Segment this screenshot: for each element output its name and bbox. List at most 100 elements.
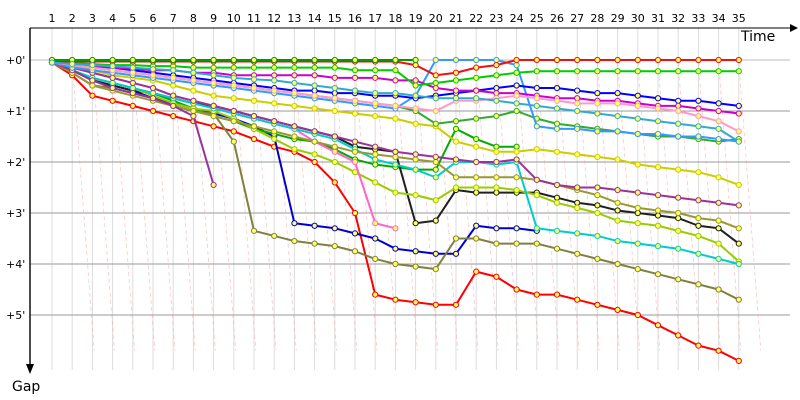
data-point xyxy=(553,245,561,252)
data-point xyxy=(129,84,136,92)
lap-label: 29 xyxy=(611,12,625,25)
data-point xyxy=(311,151,318,158)
pit-stop-line xyxy=(516,62,539,351)
data-point xyxy=(715,199,722,206)
data-point xyxy=(533,192,540,199)
data-point xyxy=(170,56,177,64)
data-point xyxy=(634,204,641,211)
lap-label: 18 xyxy=(388,12,402,25)
data-point xyxy=(311,87,318,94)
lap-label: 4 xyxy=(109,12,116,25)
data-point xyxy=(594,100,601,107)
data-point xyxy=(574,230,581,237)
data-point xyxy=(654,118,662,125)
y-axis-arrow xyxy=(26,364,34,374)
data-point xyxy=(473,184,480,191)
data-point xyxy=(513,100,520,107)
data-point xyxy=(250,123,258,130)
data-point xyxy=(129,64,136,71)
data-point xyxy=(533,56,540,64)
lap-label: 30 xyxy=(631,12,645,25)
data-point xyxy=(271,118,278,125)
lap-label: 15 xyxy=(328,12,342,25)
data-point xyxy=(675,120,682,127)
data-point xyxy=(331,84,338,92)
series xyxy=(48,59,217,189)
gap-tick-label: +2' xyxy=(6,156,25,169)
data-point xyxy=(654,243,662,250)
pit-stop-line xyxy=(152,62,176,351)
data-point xyxy=(675,56,682,64)
data-point xyxy=(634,56,641,64)
x-axis-arrow xyxy=(790,24,798,32)
lap-label: 21 xyxy=(449,12,463,25)
pit-stop-line xyxy=(455,62,479,351)
data-point xyxy=(109,79,116,87)
data-point xyxy=(351,74,359,81)
data-point xyxy=(250,56,258,64)
pit-stop-line xyxy=(172,62,196,351)
data-point xyxy=(452,69,460,76)
data-point xyxy=(513,82,520,89)
data-point xyxy=(250,64,258,71)
data-point xyxy=(634,311,641,319)
data-point xyxy=(392,90,399,97)
lap-label: 32 xyxy=(671,12,685,25)
pit-stop-line xyxy=(354,62,378,351)
data-point xyxy=(493,174,500,181)
pit-stop-line xyxy=(718,62,741,351)
data-point xyxy=(634,102,641,110)
data-point xyxy=(210,79,217,87)
data-point xyxy=(493,72,500,79)
gap-tick-label: +4' xyxy=(6,258,25,271)
data-point xyxy=(675,209,682,217)
data-point xyxy=(250,135,258,143)
data-point xyxy=(452,125,460,132)
data-point xyxy=(412,156,419,163)
data-point xyxy=(452,56,460,64)
data-point xyxy=(311,64,318,71)
data-point xyxy=(250,84,258,92)
data-point xyxy=(553,199,561,206)
pit-stop-line xyxy=(233,62,257,351)
data-point xyxy=(493,143,500,150)
lap-label: 25 xyxy=(530,12,544,25)
data-point xyxy=(432,250,439,257)
data-point xyxy=(412,248,419,255)
lap-label: 20 xyxy=(429,12,443,25)
data-point xyxy=(271,128,278,135)
data-point xyxy=(634,115,641,122)
data-point xyxy=(170,74,177,81)
data-point xyxy=(89,77,96,84)
data-point xyxy=(149,72,157,79)
data-point xyxy=(331,107,338,115)
lap-label: 3 xyxy=(89,12,96,25)
data-point xyxy=(392,245,399,252)
data-point xyxy=(493,113,500,120)
data-point xyxy=(372,220,379,227)
data-point xyxy=(553,105,561,112)
data-point xyxy=(715,125,722,132)
data-point xyxy=(675,276,682,283)
data-point xyxy=(109,56,116,64)
data-point xyxy=(351,138,359,145)
data-point xyxy=(331,74,338,81)
data-point xyxy=(553,227,561,234)
data-point xyxy=(735,138,742,145)
data-point xyxy=(614,207,621,214)
data-point xyxy=(331,90,338,97)
data-point xyxy=(533,291,540,298)
data-point xyxy=(493,225,500,232)
data-point xyxy=(372,161,379,168)
data-point xyxy=(271,87,278,94)
data-point xyxy=(372,90,379,97)
data-point xyxy=(331,148,338,155)
data-point xyxy=(553,68,561,75)
data-point xyxy=(735,181,742,189)
data-point xyxy=(271,77,278,84)
data-point xyxy=(715,56,722,64)
lap-label: 27 xyxy=(570,12,584,25)
lap-label: 34 xyxy=(712,12,726,25)
data-point xyxy=(574,204,581,211)
data-point xyxy=(129,90,136,97)
